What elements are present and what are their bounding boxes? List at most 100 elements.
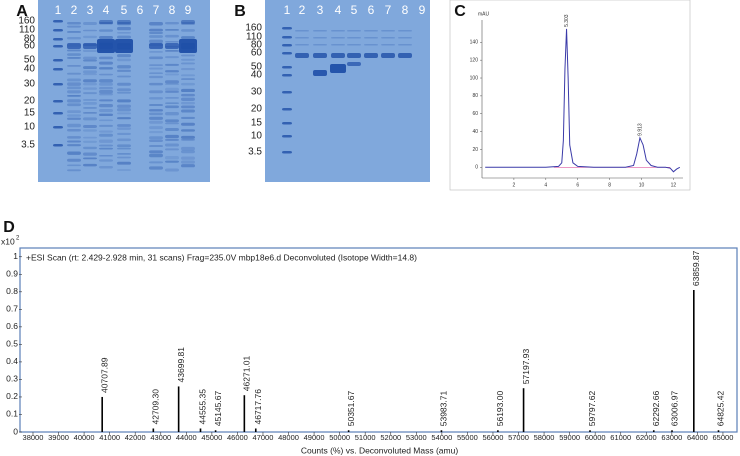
gel-band: [117, 88, 131, 92]
gel-band: [381, 53, 395, 58]
gel-band: [149, 161, 163, 164]
x-tick-label: 58000: [534, 433, 555, 442]
marker-label: 40: [24, 64, 36, 75]
peak-label: 63006.97: [669, 391, 679, 427]
marker-label: 160: [245, 23, 262, 34]
x-tick-label: 4: [544, 182, 547, 188]
panel-label: C: [454, 3, 466, 20]
gel-band: [117, 156, 131, 159]
gel-band: [99, 61, 113, 65]
chart-title: +ESI Scan (rt: 2.429-2.928 min, 31 scans…: [26, 252, 417, 262]
gel-band: [67, 151, 81, 155]
gel-band: [181, 122, 195, 126]
gel-band: [149, 28, 163, 32]
gel-band: [149, 64, 163, 66]
marker-label: 3.5: [248, 147, 262, 158]
gel-band: [149, 109, 163, 112]
marker-label: 30: [251, 87, 263, 98]
x-tick-label: 62000: [636, 433, 657, 442]
gel-band: [117, 127, 131, 130]
gel-band: [181, 146, 195, 151]
gel-band: [181, 74, 195, 77]
peak-label: 64825.42: [716, 391, 726, 427]
gel-band: [99, 79, 113, 83]
gel-band: [149, 43, 163, 49]
gel-band: [364, 30, 378, 32]
gel-band: [99, 166, 113, 169]
gel-band: [67, 144, 81, 147]
gel-band: [149, 97, 163, 100]
gel-band: [117, 91, 131, 94]
x-tick-label: 44000: [176, 433, 197, 442]
gel-band: [282, 27, 292, 30]
lane-number: 4: [103, 3, 110, 17]
gel-band: [149, 145, 163, 147]
gel-band: [117, 161, 131, 165]
gel-band: [313, 44, 327, 46]
peak-label: 40707.89: [99, 357, 109, 393]
gel-band: [67, 25, 81, 28]
gel-band: [165, 87, 179, 92]
marker-label: 110: [19, 25, 35, 36]
gel-band: [53, 100, 63, 103]
gel-band: [99, 159, 113, 162]
gel-band: [99, 73, 113, 76]
marker-label: 15: [24, 108, 36, 119]
y-tick-label: 60: [472, 111, 478, 117]
y-tick-label: 40: [472, 129, 478, 135]
peak-label: 42709.30: [151, 389, 161, 425]
x-tick-label: 41000: [99, 433, 120, 442]
gel-band: [282, 36, 292, 39]
gel-band: [67, 31, 81, 33]
gel-band: [83, 146, 97, 150]
gel-band: [295, 30, 309, 32]
y-tick-label: 120: [470, 57, 479, 63]
gel-band: [149, 112, 163, 116]
gel-band: [149, 39, 163, 44]
marker-label: 30: [24, 79, 36, 90]
gel-band: [83, 129, 97, 132]
gel-band: [165, 122, 179, 125]
lane-number: 3: [317, 3, 324, 17]
gel-band: [149, 131, 163, 134]
gel-band: [67, 136, 81, 139]
gel-background: [265, 0, 430, 182]
gel-band: [99, 35, 113, 40]
gel-band: [117, 153, 131, 155]
gel-band: [99, 147, 113, 150]
x-tick-label: 40000: [74, 433, 95, 442]
gel-band: [53, 45, 63, 48]
gel-band: [381, 37, 395, 39]
gel-band: [83, 112, 97, 114]
lane-number: 1: [284, 3, 291, 17]
gel-band: [83, 117, 97, 121]
gel-band: [347, 62, 361, 66]
gel-band: [165, 63, 179, 66]
gel-band: [398, 44, 412, 46]
lane-number: 6: [137, 3, 144, 17]
gel-band: [165, 127, 179, 131]
panel-label: B: [234, 3, 246, 20]
gel-band: [53, 126, 63, 129]
gel-band: [181, 20, 195, 24]
gel-band: [179, 39, 197, 53]
lane-number: 9: [185, 3, 192, 17]
gel-band: [53, 59, 63, 62]
gel-band: [67, 128, 81, 132]
gel-band: [99, 29, 113, 32]
gel-band: [398, 53, 412, 58]
gel-band: [67, 49, 81, 52]
gel-band: [282, 151, 292, 154]
gel-band: [83, 73, 97, 76]
gel-band: [117, 26, 131, 31]
gel-band: [117, 124, 131, 127]
gel-band: [83, 163, 97, 167]
gel-band: [165, 143, 179, 147]
gel-band: [117, 132, 131, 135]
gel-band: [53, 20, 63, 23]
x-tick-label: 8: [608, 182, 611, 188]
peak-label: 56193.00: [495, 391, 505, 427]
peak-label: 44555.35: [198, 389, 208, 425]
gel-band: [83, 35, 97, 39]
peak-label: 59797.62: [587, 391, 597, 427]
